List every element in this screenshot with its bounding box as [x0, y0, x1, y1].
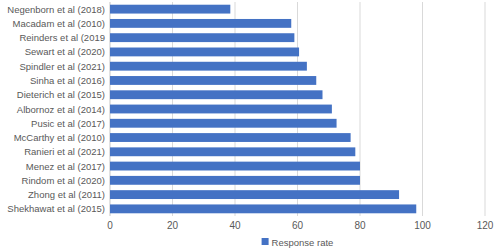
category-label: Zhong et al (2011) — [28, 189, 105, 200]
bar — [110, 76, 316, 85]
bar — [110, 62, 307, 71]
category-label: Sewart et al (2020) — [25, 46, 105, 57]
category-label: Spindler et al (2021) — [19, 61, 105, 72]
bar — [110, 204, 416, 213]
tick-label: 20 — [167, 220, 179, 231]
bar — [110, 48, 299, 57]
legend-label: Response rate — [272, 237, 334, 248]
category-label: Rindom et al (2020) — [22, 175, 105, 186]
bar — [110, 105, 332, 114]
tick-label: 60 — [292, 220, 304, 231]
category-label: Negenborn et al (2018) — [7, 4, 105, 15]
legend-swatch — [262, 238, 269, 245]
category-label: Macadam et al (2010) — [13, 18, 105, 29]
bars — [110, 5, 416, 214]
bar — [110, 19, 291, 28]
category-label: Reinders et al (2019 — [19, 32, 105, 43]
tick-label: 100 — [414, 220, 431, 231]
tick-label: 40 — [229, 220, 241, 231]
category-label: Menez et al (2017) — [26, 161, 105, 172]
bar — [110, 33, 294, 42]
category-label: Pusic et al (2017) — [31, 118, 105, 129]
bar — [110, 5, 230, 14]
grid-line — [485, 2, 486, 216]
category-label: Dieterich et al (2015) — [17, 89, 105, 100]
bar — [110, 133, 351, 142]
bar — [110, 162, 360, 171]
category-label: Shekhawat et al (2015) — [7, 203, 105, 214]
category-label: McCarthy et al (2010) — [14, 132, 105, 143]
tick-label: 120 — [477, 220, 494, 231]
tick-label: 80 — [354, 220, 366, 231]
category-label: Albornoz et al (2014) — [17, 104, 105, 115]
bar — [110, 176, 360, 185]
category-label: Sinha et al (2016) — [30, 75, 105, 86]
grid-line — [422, 2, 423, 216]
bar — [110, 190, 399, 199]
category-label: Ranieri et al (2021) — [24, 146, 105, 157]
legend: Response rate — [262, 237, 334, 248]
bar — [110, 119, 337, 128]
bar — [110, 90, 323, 99]
chart: 0 20 40 60 80 100 120 Negenborn et al (2018) Mac… — [0, 0, 500, 252]
bar — [110, 147, 355, 156]
tick-label: 0 — [107, 220, 113, 231]
